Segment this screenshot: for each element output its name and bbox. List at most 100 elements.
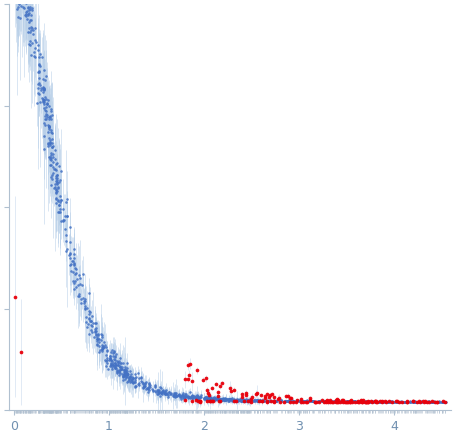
Point — [382, 398, 389, 405]
Point — [425, 398, 432, 405]
Point — [63, 232, 70, 239]
Point — [329, 398, 336, 405]
Point — [115, 371, 122, 378]
Point — [206, 392, 213, 399]
Point — [116, 367, 123, 374]
Point — [120, 371, 127, 378]
Point — [109, 362, 116, 369]
Point — [272, 397, 279, 404]
Point — [121, 368, 129, 375]
Point — [415, 398, 422, 405]
Point — [193, 367, 200, 374]
Point — [159, 390, 166, 397]
Point — [108, 364, 116, 371]
Point — [306, 396, 313, 403]
Point — [94, 338, 101, 345]
Point — [91, 334, 98, 341]
Point — [425, 398, 432, 405]
Point — [192, 393, 200, 400]
Point — [271, 397, 278, 404]
Point — [175, 391, 182, 398]
Point — [306, 395, 313, 402]
Point — [422, 398, 429, 405]
Point — [379, 398, 386, 405]
Point — [119, 372, 126, 379]
Point — [130, 379, 137, 386]
Point — [388, 398, 395, 405]
Point — [56, 201, 63, 208]
Point — [123, 371, 131, 378]
Point — [307, 398, 314, 405]
Point — [40, 87, 48, 94]
Point — [416, 398, 423, 405]
Point — [326, 398, 333, 405]
Point — [212, 381, 219, 388]
Point — [388, 398, 395, 405]
Point — [127, 370, 134, 377]
Point — [385, 398, 393, 405]
Point — [156, 390, 163, 397]
Point — [164, 391, 172, 398]
Point — [386, 398, 393, 405]
Point — [94, 336, 101, 343]
Point — [188, 392, 196, 399]
Point — [283, 393, 290, 400]
Point — [225, 396, 233, 403]
Point — [46, 153, 53, 160]
Point — [40, 83, 47, 90]
Point — [297, 398, 304, 405]
Point — [245, 396, 253, 403]
Point — [308, 398, 315, 405]
Point — [36, 80, 43, 87]
Point — [107, 348, 114, 355]
Point — [218, 395, 226, 402]
Point — [145, 380, 152, 387]
Point — [334, 396, 341, 403]
Point — [258, 398, 265, 405]
Point — [40, 146, 48, 153]
Point — [165, 393, 172, 400]
Point — [130, 378, 137, 385]
Point — [224, 395, 232, 402]
Point — [74, 275, 81, 282]
Point — [324, 398, 332, 405]
Point — [338, 398, 345, 405]
Point — [21, 0, 29, 4]
Point — [208, 394, 215, 401]
Point — [212, 395, 219, 402]
Point — [162, 388, 169, 395]
Point — [369, 398, 376, 405]
Point — [246, 397, 253, 404]
Point — [56, 178, 63, 185]
Point — [98, 343, 106, 350]
Point — [192, 397, 199, 404]
Point — [141, 380, 148, 387]
Point — [341, 398, 349, 405]
Point — [244, 398, 251, 405]
Point — [94, 332, 101, 339]
Point — [284, 397, 291, 404]
Point — [222, 395, 230, 402]
Point — [75, 282, 82, 289]
Point — [25, 3, 32, 10]
Point — [232, 397, 239, 404]
Point — [104, 354, 111, 361]
Point — [303, 398, 310, 405]
Point — [116, 367, 123, 374]
Point — [237, 395, 244, 402]
Point — [70, 278, 77, 285]
Point — [135, 370, 142, 377]
Point — [200, 395, 207, 402]
Point — [263, 397, 270, 404]
Point — [424, 398, 431, 405]
Point — [110, 356, 117, 363]
Point — [175, 391, 182, 398]
Point — [323, 398, 330, 405]
Point — [281, 398, 288, 405]
Point — [442, 398, 449, 405]
Point — [270, 398, 277, 405]
Point — [127, 375, 134, 382]
Point — [53, 174, 60, 181]
Point — [258, 398, 266, 405]
Point — [117, 362, 124, 369]
